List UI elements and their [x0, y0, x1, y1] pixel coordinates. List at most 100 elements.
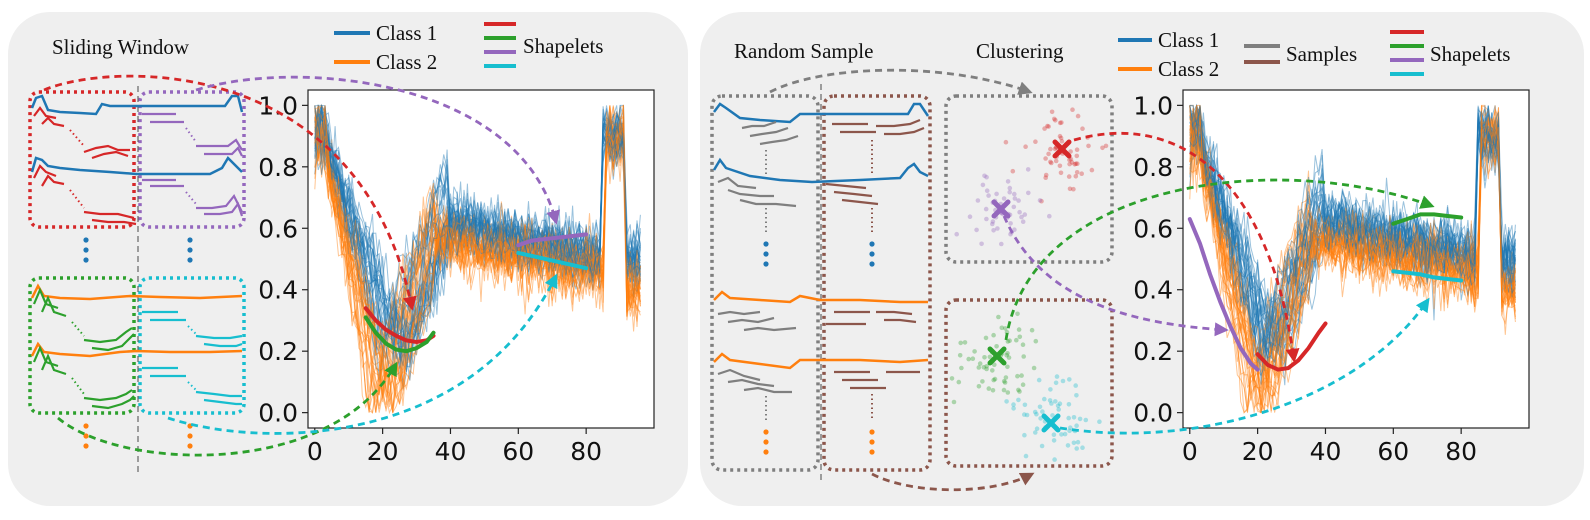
cluster-centroids	[987, 139, 1072, 433]
series-line-class1	[314, 122, 641, 390]
xtick-label: 20	[367, 437, 399, 466]
cluster-point	[1024, 412, 1030, 418]
xtick-label: 60	[502, 437, 534, 466]
cluster-point	[967, 214, 973, 219]
series-line-class1	[314, 114, 641, 357]
series-line-class1	[314, 112, 641, 369]
cluster-point	[1046, 151, 1051, 157]
window-red-dots-2	[69, 189, 85, 209]
cluster-point	[1080, 445, 1085, 451]
cluster-point	[1067, 161, 1072, 167]
cluster-point	[1022, 412, 1027, 417]
cluster-point	[1057, 401, 1063, 407]
series-line-class2	[1189, 114, 1516, 397]
cluster-point	[1048, 159, 1053, 165]
rdot-blue-2a	[869, 241, 875, 247]
cluster-point	[1073, 174, 1079, 179]
series-line-class2	[1189, 105, 1516, 406]
plot-area	[1182, 89, 1530, 429]
right-chart: 0.0 0.2 0.4 0.6 0.8 1.0 0 20 40 60 80	[1133, 89, 1530, 466]
cluster-point	[1071, 415, 1077, 420]
series-line-class1	[1189, 103, 1516, 348]
green-window-shapelet-8	[91, 395, 135, 410]
cluster-point	[1066, 402, 1072, 407]
cluster-point	[1016, 198, 1021, 203]
red-window-shapelet-3	[33, 164, 57, 179]
cluster-point	[1053, 118, 1058, 123]
sample-segments-gray	[717, 120, 799, 394]
gray-sample-segment-12	[743, 386, 792, 394]
cluster-point	[992, 376, 998, 382]
series-line-class2	[1189, 105, 1516, 397]
series-line-class2	[1189, 104, 1516, 397]
xtick-label: 20	[1242, 437, 1274, 466]
cluster-point	[991, 228, 996, 233]
legend-class1-label: Class 1	[376, 21, 437, 45]
sample-class2-series-b	[713, 352, 929, 370]
cluster-point	[1060, 378, 1066, 384]
cluster-point	[990, 221, 995, 227]
cluster-point	[1074, 147, 1080, 152]
cluster-point	[990, 219, 996, 224]
cluster-point	[979, 241, 984, 247]
series-line-class1	[314, 104, 641, 359]
cluster-point	[1033, 139, 1038, 144]
cluster-point	[1056, 407, 1061, 412]
cluster-point	[986, 193, 991, 198]
centroid-purple-stroke-b	[991, 199, 1011, 219]
cluster-point	[984, 188, 990, 193]
shapelet-cyan	[1391, 269, 1464, 283]
cluster-point	[957, 353, 963, 358]
cyan-window-shapelet-7	[195, 390, 242, 398]
cluster-point	[986, 386, 992, 391]
cluster-point	[966, 356, 971, 362]
xtick-label: 80	[1445, 437, 1477, 466]
dot-orange-1a	[83, 423, 89, 429]
cluster-point	[1057, 120, 1063, 126]
dot-orange-2c	[187, 443, 193, 449]
gray-sample-segment-4	[717, 176, 757, 190]
series-line-class2	[1189, 108, 1516, 405]
centroid-cyan	[1041, 413, 1061, 433]
window-purple-dots	[185, 127, 197, 143]
legend2-class2-label: Class 2	[1158, 57, 1219, 81]
shapelet-red	[1255, 321, 1328, 372]
cluster-point	[1048, 387, 1053, 392]
window-green-dots-2	[71, 377, 85, 395]
series-line-class1	[1189, 105, 1516, 371]
cluster-point	[1072, 162, 1077, 167]
cluster-point	[1059, 432, 1064, 437]
cluster-point	[1047, 213, 1052, 219]
shapelet-purple	[516, 232, 589, 248]
centroid-green-stroke-b	[987, 346, 1007, 366]
cluster-point	[1058, 170, 1064, 176]
cluster-point	[1046, 124, 1051, 129]
series-line-class2	[1189, 105, 1516, 410]
xtick-label: 80	[570, 437, 602, 466]
cluster-point	[975, 198, 981, 203]
series-line-class1	[1189, 105, 1516, 363]
dot-blue-1c	[83, 257, 89, 263]
legend-class2-label: Class 2	[376, 50, 437, 74]
series-line-class1	[1189, 111, 1516, 362]
series-line-class1	[1189, 106, 1516, 360]
legend2-shapelets-label: Shapelets	[1430, 42, 1510, 66]
ytick-label: 0.8	[1133, 153, 1173, 182]
cluster-point	[970, 356, 976, 362]
series-line-class1	[1189, 118, 1516, 363]
legend2-class1-label: Class 1	[1158, 28, 1219, 52]
cluster-point	[1080, 126, 1085, 131]
series-line-class1	[314, 106, 641, 360]
purple-window-shapelet-8	[204, 201, 244, 217]
cluster-box-brown	[944, 298, 1114, 468]
arrow-red-centroid	[1073, 131, 1300, 363]
series-line-class1	[1189, 107, 1516, 370]
series-line-class2	[314, 120, 641, 409]
shapelet-green	[363, 315, 436, 354]
series-line-class2	[1189, 105, 1516, 413]
sample-series-class1	[712, 102, 930, 184]
cluster-point	[1052, 116, 1057, 122]
series-line-class1	[314, 105, 641, 366]
rdot-orange-2b	[869, 439, 875, 445]
dot-orange-2b	[187, 433, 193, 439]
